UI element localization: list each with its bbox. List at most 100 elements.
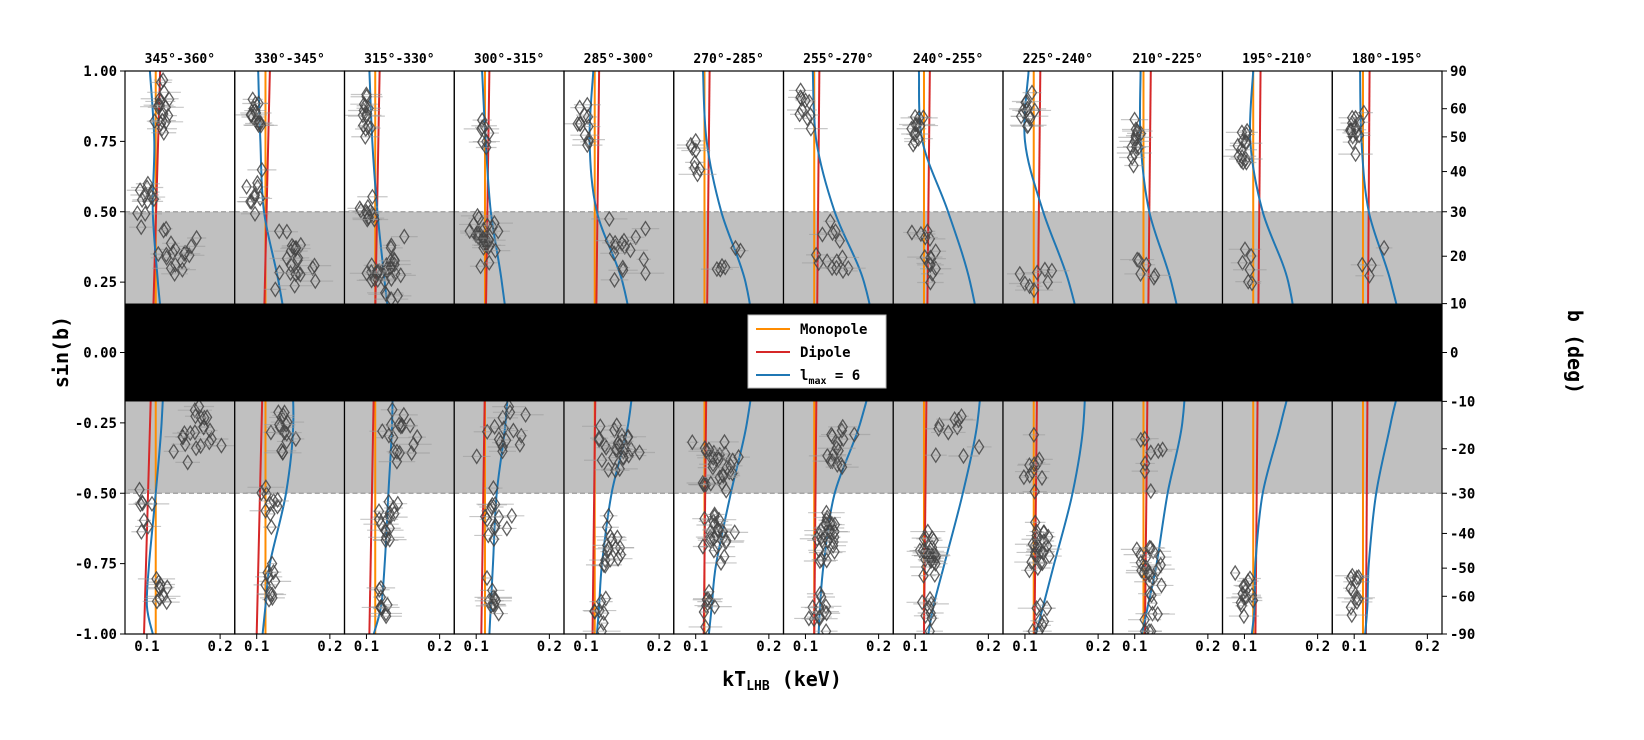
gray-band	[454, 211, 564, 304]
x-tick-label: 0.1	[244, 639, 269, 655]
data-point	[262, 564, 273, 581]
data-point	[190, 408, 201, 425]
data-point	[849, 426, 860, 443]
data-point	[1350, 145, 1361, 163]
data-point	[255, 117, 267, 134]
data-point	[371, 264, 383, 282]
gray-band	[234, 401, 345, 494]
data-point	[709, 598, 720, 615]
data-point	[256, 161, 268, 179]
data-point	[471, 448, 482, 465]
gray-band	[1332, 211, 1442, 304]
data-point	[486, 498, 497, 516]
data-point	[151, 570, 162, 588]
data-point	[1131, 138, 1142, 155]
data-point	[698, 603, 710, 621]
data-points	[676, 132, 750, 634]
data-point	[598, 614, 609, 632]
data-point	[411, 428, 423, 446]
data-point	[920, 529, 932, 547]
data-point	[1029, 102, 1041, 119]
data-point	[516, 427, 527, 445]
data-point	[725, 457, 736, 475]
data-point	[825, 452, 836, 470]
galactic-plane-mask	[564, 303, 674, 402]
data-point	[924, 599, 935, 616]
data-point	[930, 260, 941, 277]
data-point	[926, 265, 938, 283]
data-point	[605, 551, 616, 568]
data-point	[160, 220, 172, 237]
y-tick-label-left: -0.50	[75, 486, 117, 502]
panel-title: 195°-210°	[1242, 52, 1312, 67]
data-point	[1036, 469, 1048, 487]
panel-title: 285°-300°	[584, 52, 654, 67]
data-point	[930, 446, 942, 464]
data-point	[640, 220, 651, 237]
data-point	[843, 259, 854, 277]
data-point	[1147, 594, 1158, 612]
data-point	[821, 605, 832, 622]
y-tick-label-left: 0.25	[83, 275, 117, 291]
data-point	[1238, 577, 1249, 595]
data-point	[380, 286, 392, 303]
data-point	[361, 86, 372, 103]
data-point	[1143, 563, 1154, 581]
data-point	[309, 257, 320, 274]
axes-layer: 1.00 0.75 0.50 0.25 0.00 -0.25 -0.50 -0.75 -1.00…	[75, 64, 1475, 643]
data-point	[1237, 132, 1249, 150]
data-point	[273, 223, 285, 240]
data-point	[795, 89, 806, 106]
data-point	[913, 130, 924, 147]
data-points	[1222, 122, 1267, 625]
data-point	[1146, 586, 1157, 604]
data-point	[375, 579, 387, 597]
data-point	[589, 602, 600, 620]
data-point	[189, 401, 201, 419]
data-point	[354, 200, 366, 217]
y-tick-label-right: 10	[1450, 297, 1467, 313]
gray-band	[344, 211, 455, 304]
data-point	[162, 579, 173, 596]
data-point	[834, 232, 846, 250]
data-point	[1246, 275, 1258, 292]
data-point	[193, 398, 205, 415]
data-point	[266, 518, 277, 536]
data-point	[1139, 430, 1151, 447]
data-point	[392, 287, 403, 305]
gray-band	[1003, 211, 1113, 304]
data-point	[265, 585, 276, 603]
data-point	[1346, 606, 1358, 624]
data-point	[1028, 426, 1040, 444]
data-point	[611, 417, 622, 434]
x-axis-label-unit: (keV)	[782, 667, 842, 691]
data-point	[179, 435, 191, 453]
data-point	[383, 493, 395, 511]
y-tick-label-left: -0.75	[75, 557, 117, 573]
data-point	[821, 504, 832, 521]
panel-8: 225°-240° 0.1 0.2	[1002, 52, 1114, 655]
data-point	[1026, 84, 1038, 101]
data-point	[134, 481, 145, 498]
data-point	[169, 265, 180, 283]
data-point	[387, 401, 398, 418]
panel-title: 330°-345°	[254, 52, 324, 67]
data-point	[687, 433, 698, 451]
data-point	[714, 469, 726, 486]
data-point	[267, 589, 278, 607]
panel-1: 330°-345° 0.1 0.2	[234, 52, 346, 655]
data-point	[718, 467, 729, 485]
galactic-plane-mask	[1112, 303, 1223, 402]
data-point	[135, 218, 147, 236]
data-point	[477, 229, 489, 247]
data-point	[953, 411, 964, 429]
gray-band	[125, 401, 235, 494]
data-point	[1236, 597, 1247, 615]
data-point	[690, 132, 701, 150]
data-point	[1024, 562, 1035, 579]
data-point	[367, 188, 378, 206]
data-point	[1129, 144, 1140, 162]
data-point	[814, 608, 825, 626]
data-point	[1042, 273, 1054, 291]
data-point	[596, 622, 607, 634]
